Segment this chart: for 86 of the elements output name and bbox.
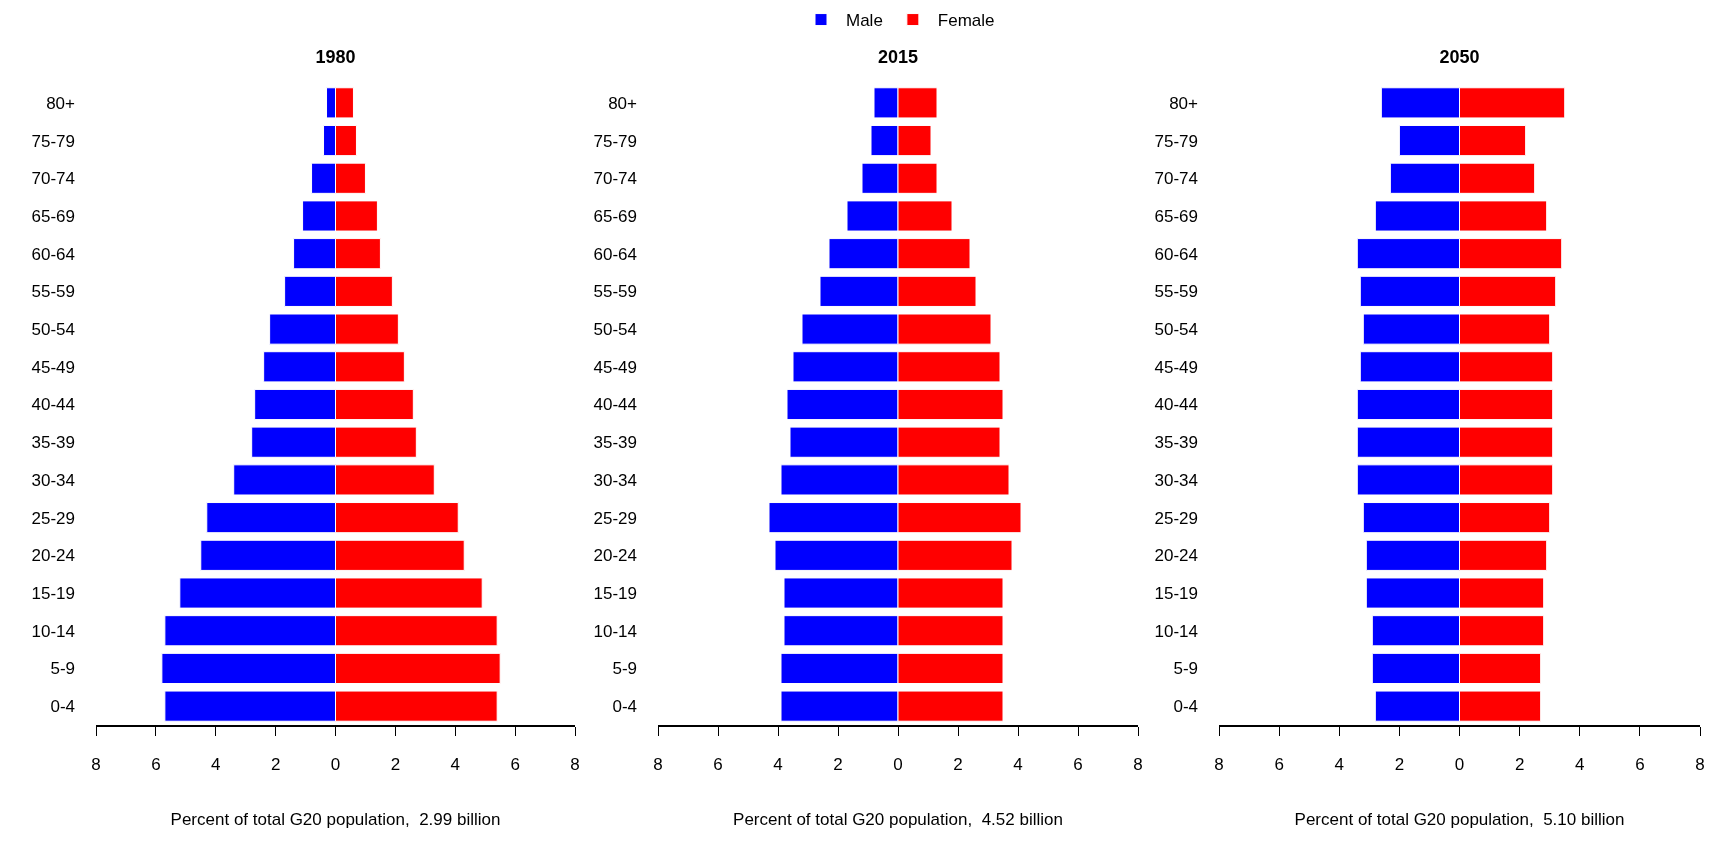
y-tick-label: 30-34 <box>1154 470 1198 490</box>
y-tick-label: 40-44 <box>1154 395 1198 415</box>
y-tick-label: 10-14 <box>1154 621 1198 641</box>
y-tick-label: 10-14 <box>31 621 75 641</box>
y-tick-label: 40-44 <box>593 395 637 415</box>
y-tick-label: 70-74 <box>1154 169 1198 189</box>
y-tick-label: 20-24 <box>31 546 75 566</box>
x-tick-label: 8 <box>1133 754 1143 774</box>
y-tick-label: 70-74 <box>31 169 75 189</box>
y-tick-label: 45-49 <box>1154 357 1198 377</box>
x-tick-label: 2 <box>270 754 281 774</box>
y-tick-label: 80+ <box>608 93 638 113</box>
x-tick-label: 6 <box>713 754 723 774</box>
y-tick-label: 70-74 <box>593 169 637 189</box>
x-tick-label: 8 <box>570 754 580 774</box>
y-tick-label: 0-4 <box>50 697 75 717</box>
x-tick-label: 6 <box>510 754 520 774</box>
x-axis-title: Percent of total G20 population, 2.99 billion <box>170 810 501 830</box>
legend-label: Male <box>846 11 883 31</box>
y-tick-label: 5-9 <box>612 659 637 679</box>
x-tick-label: 6 <box>151 754 161 774</box>
y-tick-label: 65-69 <box>1154 206 1198 226</box>
y-tick-label: 45-49 <box>31 357 75 377</box>
y-tick-label: 35-39 <box>1154 433 1198 453</box>
y-tick-label: 75-79 <box>31 131 75 151</box>
y-tick-label: 50-54 <box>1154 320 1198 340</box>
x-tick-label: 8 <box>1214 754 1224 774</box>
y-tick-label: 0-4 <box>612 697 637 717</box>
x-axis-title: Percent of total G20 population, 4.52 billion <box>733 810 1063 830</box>
x-tick-label: 4 <box>1013 754 1023 774</box>
y-tick-label: 15-19 <box>593 583 637 603</box>
y-tick-label: 60-64 <box>31 244 75 264</box>
x-tick-label: 2 <box>833 754 843 774</box>
x-tick-label: 4 <box>450 754 460 774</box>
x-axis-title: Percent of total G20 population, 5.10 billion <box>1294 810 1625 830</box>
x-tick-label: 4 <box>1575 754 1585 774</box>
x-tick-label: 0 <box>893 754 903 774</box>
x-tick-label: 8 <box>653 754 663 774</box>
y-tick-label: 15-19 <box>31 583 75 603</box>
y-tick-label: 40-44 <box>31 395 75 415</box>
y-tick-label: 75-79 <box>1154 131 1198 151</box>
y-tick-label: 20-24 <box>593 546 637 566</box>
chart-title: 2050 <box>1439 47 1480 68</box>
x-tick-label: 6 <box>1073 754 1083 774</box>
x-tick-label: 8 <box>1695 754 1705 774</box>
legend-label: Female <box>937 11 995 31</box>
y-tick-label: 60-64 <box>593 244 637 264</box>
x-tick-label: 6 <box>1274 754 1284 774</box>
x-tick-label: 2 <box>1394 754 1405 774</box>
y-tick-label: 20-24 <box>1154 546 1198 566</box>
y-tick-label: 35-39 <box>31 433 75 453</box>
x-tick-label: 4 <box>211 754 221 774</box>
y-tick-label: 75-79 <box>593 131 637 151</box>
x-tick-label: 8 <box>91 754 101 774</box>
x-tick-label: 2 <box>1514 754 1525 774</box>
y-tick-label: 25-29 <box>1154 508 1198 528</box>
y-tick-label: 5-9 <box>1173 659 1198 679</box>
y-tick-label: 25-29 <box>31 508 75 528</box>
x-tick-label: 0 <box>1454 754 1465 774</box>
y-tick-label: 60-64 <box>1154 244 1198 264</box>
x-tick-label: 6 <box>1635 754 1645 774</box>
x-tick-label: 0 <box>330 754 341 774</box>
y-tick-label: 55-59 <box>593 282 637 302</box>
y-tick-label: 65-69 <box>593 206 637 226</box>
y-tick-label: 50-54 <box>593 320 637 340</box>
x-tick-label: 2 <box>390 754 401 774</box>
x-tick-label: 4 <box>1334 754 1344 774</box>
y-tick-label: 10-14 <box>593 621 637 641</box>
y-tick-label: 15-19 <box>1154 583 1198 603</box>
y-tick-label: 5-9 <box>50 659 75 679</box>
y-tick-label: 65-69 <box>31 206 75 226</box>
y-tick-label: 30-34 <box>31 470 75 490</box>
chart-title: 1980 <box>315 47 356 68</box>
y-tick-label: 25-29 <box>593 508 637 528</box>
y-tick-label: 30-34 <box>593 470 637 490</box>
x-tick-label: 2 <box>953 754 963 774</box>
x-tick-label: 4 <box>773 754 783 774</box>
y-tick-label: 55-59 <box>1154 282 1198 302</box>
y-tick-label: 80+ <box>46 93 76 113</box>
y-tick-label: 0-4 <box>1173 697 1198 717</box>
y-tick-label: 55-59 <box>31 282 75 302</box>
y-tick-label: 35-39 <box>593 433 637 453</box>
y-tick-label: 50-54 <box>31 320 75 340</box>
chart-title: 2015 <box>877 47 919 68</box>
y-tick-label: 45-49 <box>593 357 637 377</box>
y-tick-label: 80+ <box>1169 93 1199 113</box>
